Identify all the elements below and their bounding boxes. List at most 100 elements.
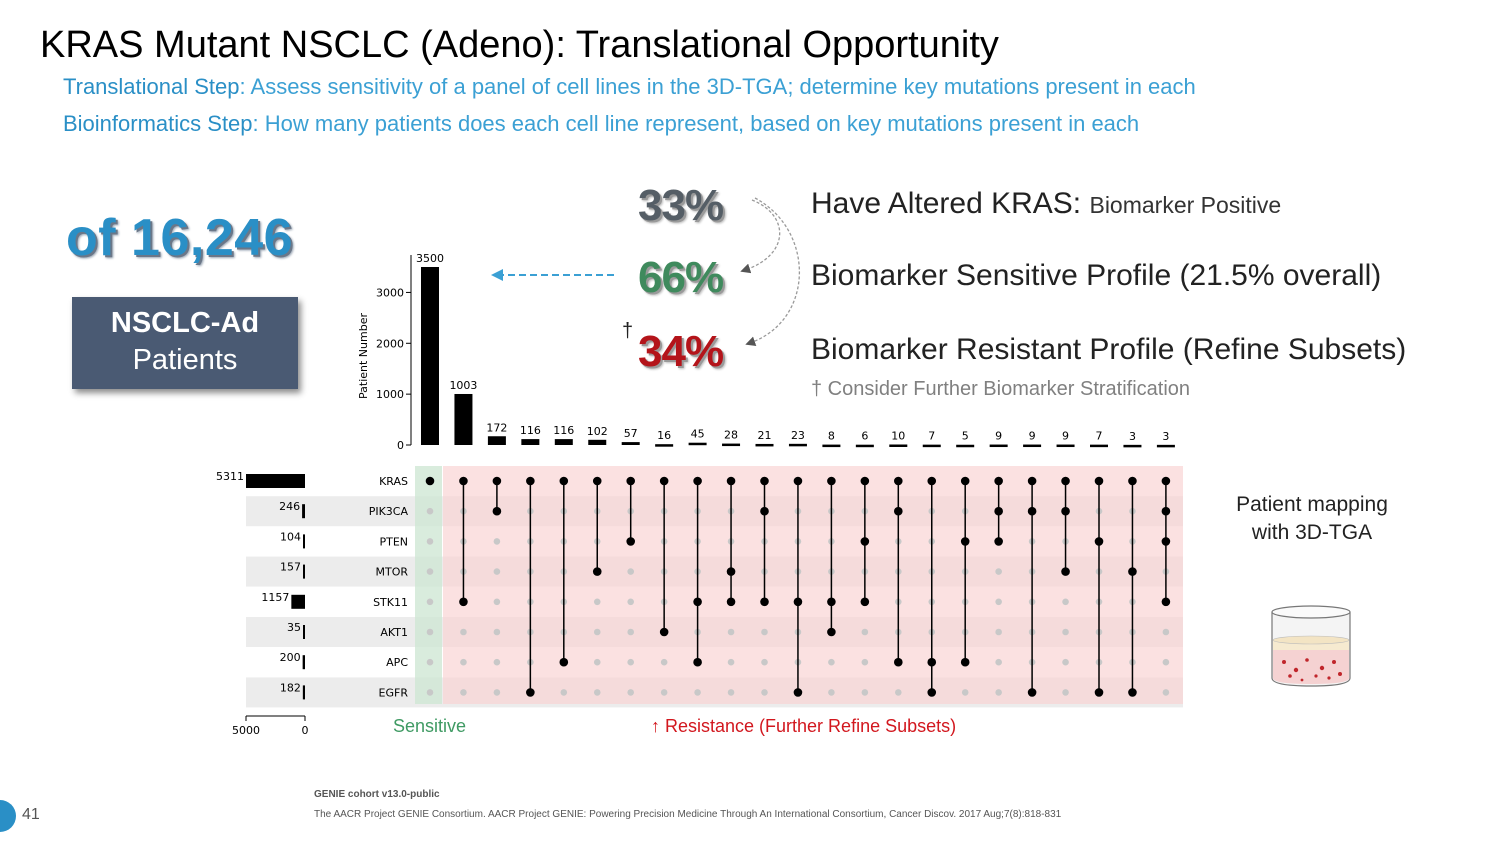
matrix-dot-empty (895, 689, 902, 696)
matrix-dot-filled (1061, 567, 1070, 576)
set-size-label: 246 (279, 500, 300, 513)
matrix-dot-empty (727, 689, 735, 696)
bar-value-label: 3 (1129, 430, 1136, 443)
gene-label: EGFR (379, 686, 409, 699)
matrix-dot-filled (1128, 567, 1137, 576)
gene-label: APC (386, 656, 408, 669)
matrix-dot-empty (493, 628, 501, 636)
sensitive-band (415, 466, 442, 704)
intersection-bar (421, 267, 439, 445)
matrix-dot-filled (1027, 506, 1037, 516)
bar-value-label: 116 (553, 424, 574, 437)
matrix-dot-filled (894, 506, 903, 516)
patient-mapping-label: Patient mapping with 3D-TGA (1236, 493, 1388, 544)
bar-value-label: 57 (624, 427, 638, 440)
matrix-dot-filled (1161, 506, 1171, 516)
matrix-dot-filled (726, 597, 736, 607)
matrix-dot-empty (861, 628, 869, 636)
matrix-dot-filled (693, 657, 702, 667)
intersection-bar (889, 444, 908, 447)
matrix-dot-filled (459, 476, 468, 486)
matrix-dot-filled (1161, 597, 1171, 607)
bioinformatics-step-text: : How many patients does each cell line … (252, 111, 1140, 136)
intersection-bar (588, 439, 607, 445)
matrix-dot-filled (1094, 688, 1104, 697)
bar-value-label: 7 (928, 430, 935, 443)
page-title: KRAS Mutant NSCLC (Adeno): Translational… (40, 24, 999, 66)
matrix-dot-empty (761, 658, 768, 666)
matrix-dot-filled (1128, 476, 1137, 486)
matrix-dot-filled (994, 506, 1003, 516)
matrix-dot-filled (760, 506, 769, 516)
set-size-label: 1157 (261, 591, 289, 604)
matrix-dot-filled (994, 537, 1003, 546)
matrix-dot-empty (828, 658, 835, 666)
matrix-dot-filled (1094, 537, 1104, 546)
matrix-dot-filled (1094, 476, 1104, 486)
intersection-bar (655, 444, 674, 447)
matrix-dot-empty (627, 689, 634, 696)
matrix-dot-filled (559, 657, 569, 667)
gene-label: STK11 (373, 596, 408, 609)
intersection-bar (487, 436, 506, 445)
matrix-dot-empty (426, 689, 434, 696)
matrix-dot-filled (760, 476, 769, 486)
cohort-box: NSCLC-Ad Patients (72, 297, 298, 389)
set-size-bar (303, 625, 305, 639)
matrix-dot-empty (627, 568, 634, 575)
bioinformatics-step-key: Bioinformatics Step (63, 111, 253, 136)
matrix-dot-filled (459, 597, 468, 607)
set-size-label: 200 (280, 651, 301, 664)
intersection-bar (788, 443, 807, 447)
gene-label: PTEN (379, 535, 408, 548)
matrix-dot-filled (492, 476, 502, 486)
matrix-dot-empty (727, 658, 735, 666)
matrix-dot-filled (726, 476, 736, 486)
matrix-dot-empty (593, 689, 601, 696)
translational-step-key: Translational Step (63, 74, 240, 99)
matrix-dot-empty (1062, 689, 1069, 696)
bar-value-label: 1003 (449, 379, 477, 392)
page-number: 41 (22, 806, 40, 823)
bar-value-label: 9 (995, 430, 1002, 443)
matrix-dot-filled (1128, 688, 1137, 697)
gene-label: PIK3CA (369, 505, 409, 518)
matrix-dot-filled (827, 597, 836, 607)
statement-kras-altered: Have Altered KRAS: Biomarker Positive (811, 187, 1281, 221)
cohort-label: NSCLC-Ad (110, 307, 260, 339)
bar-value-label: 9 (1029, 430, 1036, 443)
matrix-dot-filled (793, 597, 803, 607)
intersection-bar (1056, 444, 1075, 448)
bar-value-label: 3500 (416, 252, 444, 265)
set-size-label: 5311 (216, 470, 244, 483)
matrix-dot-empty (1162, 658, 1170, 666)
bar-value-label: 5 (962, 430, 969, 443)
matrix-dot-filled (626, 537, 635, 546)
matrix-dot-filled (1061, 476, 1070, 486)
set-size-bar (302, 655, 305, 670)
matrix-dot-filled (793, 688, 803, 697)
matrix-dot-empty (426, 568, 434, 575)
matrix-dot-empty (627, 658, 634, 666)
intersection-bar (989, 444, 1008, 448)
matrix-dot-filled (960, 537, 970, 546)
matrix-dot-empty (493, 538, 501, 545)
set-size-tick-label: 5000 (232, 724, 260, 737)
resistant-band (443, 466, 1183, 704)
bar-value-label: 16 (657, 429, 671, 442)
resistance-label: ↑ Resistance (Further Refine Subsets) (651, 716, 957, 736)
intersection-bar (621, 442, 640, 445)
matrix-dot-filled (827, 476, 836, 486)
intersection-bar (722, 443, 741, 447)
intersection-bar (454, 393, 473, 445)
set-size-bar (302, 504, 305, 519)
set-size-tick-label: 0 (302, 724, 309, 737)
matrix-dot-empty (1162, 689, 1170, 696)
set-size-bar (303, 564, 305, 579)
intersection-bar (1090, 444, 1108, 448)
bar-value-label: 23 (791, 429, 805, 442)
matrix-dot-empty (426, 598, 434, 606)
set-size-label: 182 (280, 681, 301, 694)
set-size-bar (303, 534, 305, 549)
sensitive-label: Sensitive (393, 716, 467, 736)
